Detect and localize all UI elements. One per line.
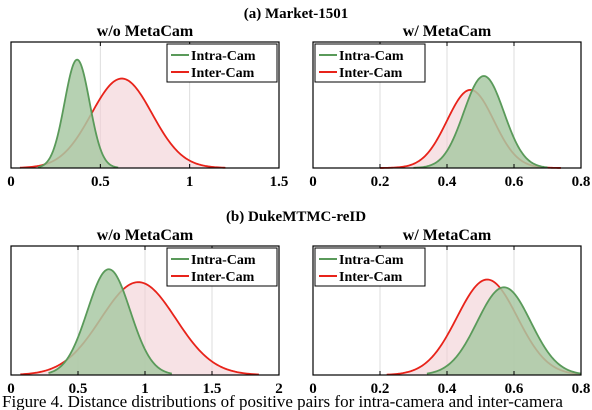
chart-panel-3: w/o MetaCam 0 0.5 1 1.5 2 Intra-Cam Inter-Cam [7,227,283,397]
legend-label: Inter-Cam [191,270,255,285]
tick-label: 0 [309,381,317,397]
figure-caption: Figure 4. Distance distributions of posi… [2,392,563,410]
plot-frame [10,41,280,169]
legend-label: Intra-Cam [191,253,256,268]
panel-title: w/o MetaCam [97,227,194,244]
tick-label: 1.5 [270,174,289,190]
tick-label: 0.4 [438,381,457,397]
legend-label: Inter-Cam [339,270,403,285]
tick-label: 1.5 [203,381,222,397]
legend-box [314,247,426,287]
tick-label: 0 [309,174,317,190]
legend-label: Inter-Cam [191,66,255,81]
series-line-intra-cam [48,268,172,375]
panel-title: w/o MetaCam [97,23,194,40]
tick-label: 0.8 [572,174,591,190]
chart-panel-1: w/o MetaCam 0 0.5 1 1.5 Intra-Cam Inter-Cam [7,23,288,190]
tick-label: 0.2 [371,174,390,190]
tick-label: 0.6 [505,174,524,190]
tick-label: 1 [186,174,194,190]
legend-box [314,43,426,83]
legend-label: Inter-Cam [339,66,403,81]
legend-box [166,247,278,287]
series-area-intra-cam [48,269,172,375]
tick-label: 2 [275,381,283,397]
legend-label: Intra-Cam [339,253,404,268]
tick-label: 0.5 [91,174,110,190]
series-area-intra-cam [413,76,548,168]
tick-label: 1 [141,381,149,397]
chart-panel-2: w/ MetaCam 0 0.2 0.4 0.6 0.8 Intra-Cam Inter-Ca… [309,23,590,190]
series-line-inter-cam [20,281,259,376]
series-line-intra-cam [413,75,548,169]
tick-label: 0.4 [438,174,457,190]
legend-label: Intra-Cam [339,49,404,64]
tick-label: 0 [7,381,15,397]
series-area-intra-cam [37,59,119,168]
series-line-intra-cam [426,286,582,375]
panel-title: w/ MetaCam [403,23,492,40]
tick-label: 0.5 [69,381,88,397]
series-area-intra-cam [426,287,581,375]
tick-label: 0.6 [505,381,524,397]
legend-label: Intra-Cam [191,49,256,64]
tick-label: 0.2 [371,381,390,397]
chart-panel-4: w/ MetaCam 0 0.2 0.4 0.6 0.8 Intra-Cam Inter-Ca… [309,227,590,397]
section-title-a: (a) Market-1501 [244,6,349,22]
legend-box [166,43,278,83]
series-line-intra-cam [37,58,119,169]
tick-label: 0.8 [572,381,591,397]
tick-label: 0 [7,174,15,190]
panel-title: w/ MetaCam [403,227,492,244]
section-title-b: (b) DukeMTMC-reID [226,209,366,225]
